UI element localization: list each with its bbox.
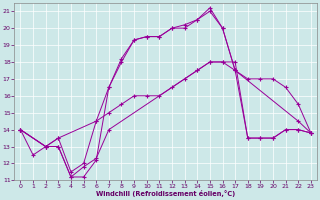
X-axis label: Windchill (Refroidissement éolien,°C): Windchill (Refroidissement éolien,°C) (96, 190, 235, 197)
